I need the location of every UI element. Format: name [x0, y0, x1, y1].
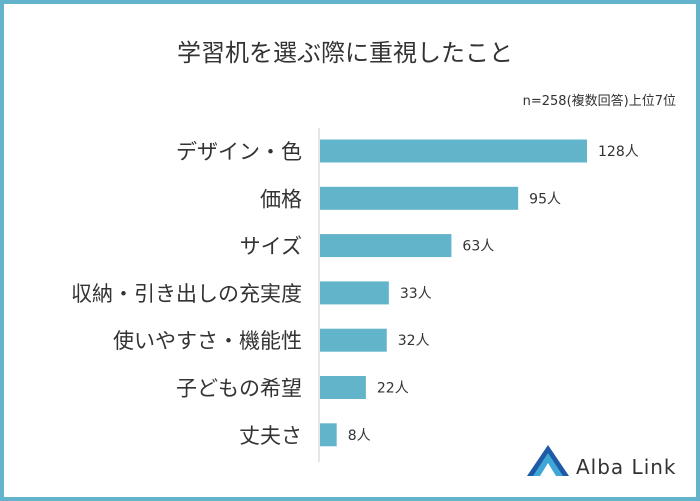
data-label: 8人 [348, 428, 371, 444]
category-label: 価格 [260, 187, 302, 211]
data-label: 33人 [400, 286, 432, 302]
brand-logo: Alba Link [527, 445, 677, 479]
category-label: 丈夫さ [239, 424, 302, 448]
chart-subtitle: n=258(複数回答)上位7位 [523, 93, 676, 109]
data-label: 128人 [598, 144, 639, 160]
alba-link-logo-icon [527, 445, 569, 476]
bar [320, 139, 587, 163]
data-label: 32人 [398, 333, 430, 349]
bar [320, 186, 519, 210]
chart-title: 学習机を選ぶ際に重視したこと [177, 39, 513, 67]
category-label: 収納・引き出しの充実度 [71, 282, 302, 306]
bar [320, 234, 452, 258]
bar [320, 423, 337, 447]
bar [320, 281, 389, 305]
bar [320, 328, 387, 352]
data-label: 95人 [529, 191, 561, 207]
category-label: デザイン・色 [176, 140, 302, 164]
bar [320, 376, 366, 399]
category-label: 子どもの希望 [176, 377, 302, 401]
data-label: 63人 [462, 239, 494, 255]
data-label: 22人 [377, 381, 409, 397]
category-label: サイズ [240, 235, 302, 259]
category-label: 使いやすさ・機能性 [113, 329, 302, 353]
brand-name: Alba Link [576, 455, 677, 479]
